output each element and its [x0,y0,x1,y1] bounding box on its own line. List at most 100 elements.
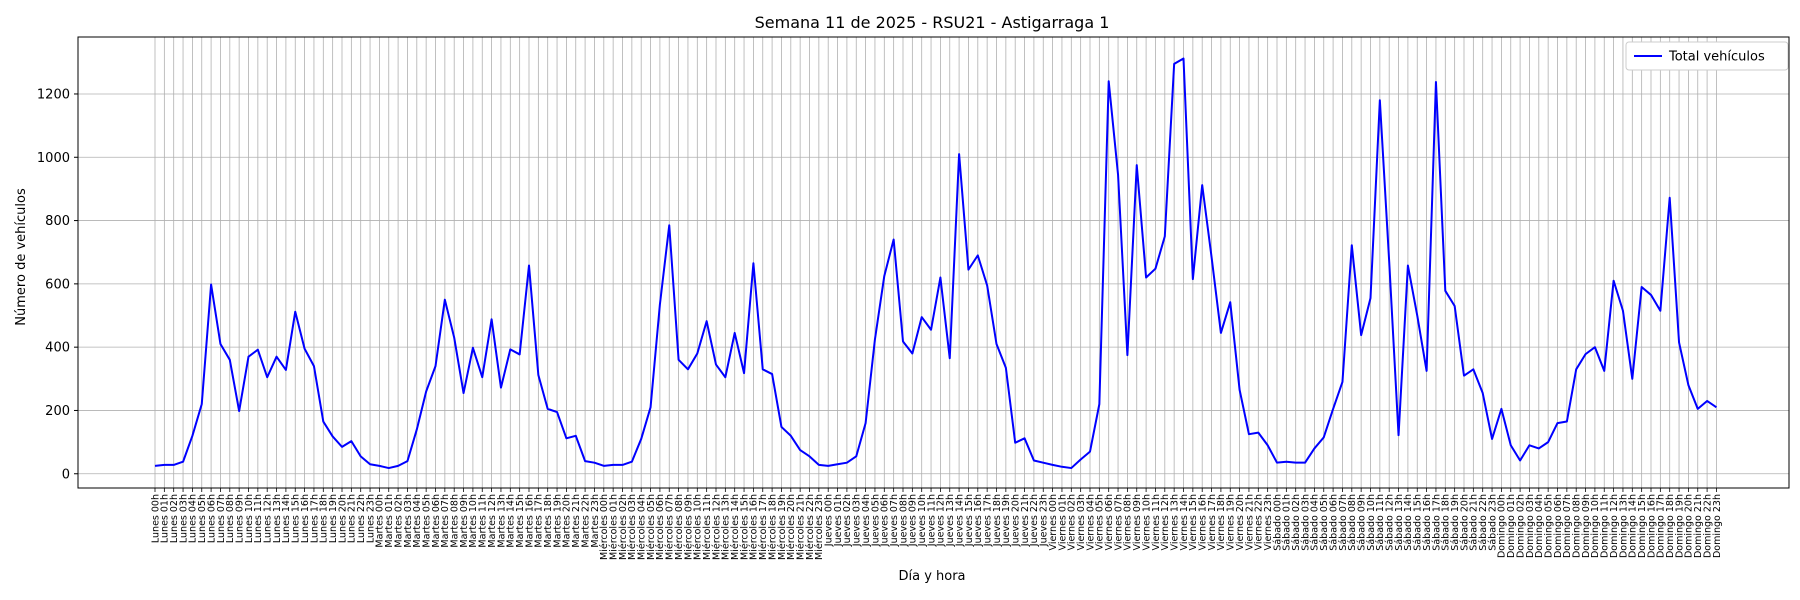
x-tick-label: Miércoles 09h [683,494,694,560]
x-tick-label: Jueves 01h [833,494,844,547]
x-tick-label: Martes 18h [543,494,554,548]
x-tick-label: Martes 02h [393,494,404,548]
x-tick-label: Lunes 09h [234,494,245,543]
x-tick-label: Miércoles 11h [702,494,713,560]
x-tick-label: Viernes 11h [1151,494,1162,550]
x-tick-label: Jueves 06h [880,494,891,547]
x-tick-label: Lunes 23h [365,494,376,543]
x-tick-label: Miércoles 07h [665,494,676,560]
x-tick-label: Domingo 13h [1618,494,1629,558]
x-tick-label: Domingo 20h [1684,494,1695,558]
x-tick-label: Martes 00h [375,494,386,548]
x-tick-label: Viernes 12h [1160,494,1171,550]
x-tick-label: Lunes 02h [169,494,180,543]
plot-frame [77,36,1790,489]
x-tick-label: Viernes 08h [1123,494,1134,550]
x-tick-label: Domingo 18h [1665,494,1676,558]
x-tick-label: Miércoles 08h [674,494,685,560]
x-tick-label: Sábado 03h [1300,494,1311,551]
x-tick-label: Jueves 09h [908,494,919,547]
x-tick-label: Martes 11h [478,494,489,548]
x-tick-label: Miércoles 03h [627,494,638,560]
x-tick-label: Miércoles 05h [646,494,657,560]
grid-lines [78,37,1789,488]
x-tick-label: Miércoles 01h [608,494,619,560]
x-tick-label: Martes 03h [403,494,414,548]
x-tick-label: Jueves 21h [1020,494,1031,547]
x-tick-label: Miércoles 20h [786,494,797,560]
x-tick-label: Lunes 00h [150,494,161,543]
x-tick-label: Domingo 23h [1712,494,1723,558]
x-tick-label: Sábado 17h [1431,494,1442,551]
x-tick-label: Viernes 14h [1179,494,1190,550]
y-tick-label: 600 [45,277,70,292]
x-tick-label: Domingo 07h [1562,494,1573,558]
x-axis-label: Día y hora [898,569,965,584]
y-tick-label: 1000 [37,151,70,166]
x-tick-label: Martes 16h [524,494,535,548]
x-tick-label: Viernes 07h [1113,494,1124,550]
x-tick-label: Martes 01h [384,494,395,548]
x-tick-label: Lunes 05h [197,494,208,543]
x-tick-label: Miércoles 12h [711,494,722,560]
x-tick-label: Martes 19h [552,494,563,548]
x-tick-label: Jueves 07h [889,494,900,547]
x-tick-label: Domingo 15h [1637,494,1648,558]
x-tick-label: Sábado 14h [1403,494,1414,551]
x-tick-label: Domingo 01h [1506,494,1517,558]
x-tick-label: Lunes 13h [272,494,283,543]
x-tick-label: Viernes 02h [1067,494,1078,550]
x-tick-label: Domingo 14h [1628,494,1639,558]
x-tick-label: Lunes 03h [178,494,189,543]
x-tick-label: Domingo 09h [1581,494,1592,558]
x-tick-label: Lunes 17h [309,494,320,543]
x-tick-label: Martes 17h [534,494,545,548]
x-tick-label: Miércoles 10h [693,494,704,560]
x-tick-label: Sábado 11h [1375,494,1386,551]
x-tick-label: Jueves 17h [982,494,993,547]
x-tick-label: Martes 23h [590,494,601,548]
x-tick-label: Domingo 21h [1693,494,1704,558]
x-tick-label: Sábado 21h [1469,494,1480,551]
x-tick-label: Sábado 00h [1272,494,1283,551]
y-tick-label: 200 [45,404,70,419]
x-tick-label: Lunes 21h [347,494,358,543]
x-tick-label: Martes 08h [450,494,461,548]
x-tick-label: Sábado 01h [1282,494,1293,551]
x-tick-label: Sábado 12h [1385,494,1396,551]
x-tick-label: Miércoles 06h [655,494,666,560]
x-tick-label: Sábado 18h [1441,494,1452,551]
x-tick-label: Viernes 18h [1216,494,1227,550]
x-tick-label: Domingo 10h [1590,494,1601,558]
x-tick-label: Lunes 04h [188,494,199,543]
x-tick-label: Lunes 19h [328,494,339,543]
x-tick-label: Viernes 09h [1132,494,1143,550]
y-tick-label: 0 [62,467,70,482]
x-tick-label: Sábado 22h [1478,494,1489,551]
x-tick-label: Martes 09h [459,494,470,548]
x-tick-label: Sábado 23h [1487,494,1498,551]
x-tick-label: Jueves 14h [954,494,965,547]
x-tick-label: Viernes 10h [1141,494,1152,550]
x-tick-label: Jueves 00h [824,494,835,547]
x-tick-label: Domingo 12h [1609,494,1620,558]
x-tick-label: Viernes 23h [1263,494,1274,550]
legend: Total vehículos [1625,41,1789,71]
x-tick-label: Viernes 17h [1207,494,1218,550]
series-line [154,57,1718,470]
x-tick-label: Martes 13h [496,494,507,548]
x-tick-label: Jueves 15h [964,494,975,547]
x-tick-label: Sábado 09h [1356,494,1367,551]
x-tick-label: Jueves 02h [842,494,853,547]
x-tick-label: Sábado 13h [1394,494,1405,551]
x-tick-label: Miércoles 23h [814,494,825,560]
x-tick-label: Viernes 13h [1169,494,1180,550]
x-tick-label: Martes 20h [562,494,573,548]
x-tick-label: Miércoles 13h [721,494,732,560]
x-tick-label: Viernes 06h [1104,494,1115,550]
chart-title: Semana 11 de 2025 - RSU21 - Astigarraga … [755,13,1110,32]
y-tick-label: 1200 [37,87,70,102]
y-tick-label: 400 [45,341,70,356]
x-tick-label: Martes 06h [431,494,442,548]
